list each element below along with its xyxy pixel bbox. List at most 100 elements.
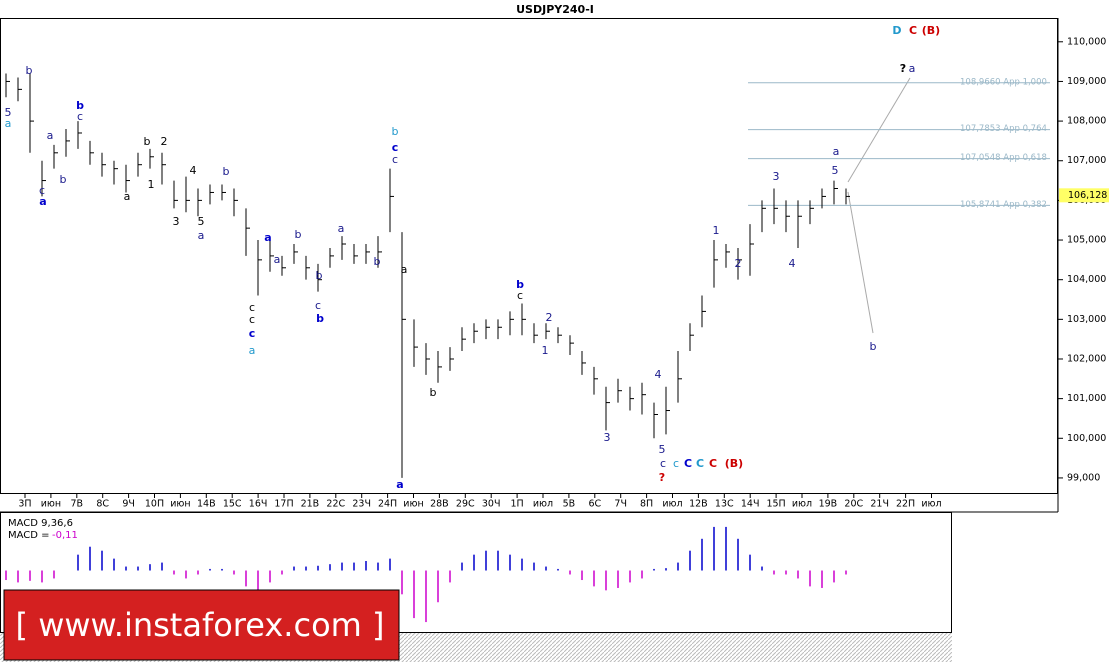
wave-label: b	[26, 64, 33, 77]
wave-label: a	[249, 344, 256, 357]
x-tick-label: 14Ч	[741, 499, 760, 510]
x-tick-label: 14В	[197, 499, 216, 510]
x-tick-label: июл	[792, 499, 812, 510]
projection-arrow	[847, 191, 874, 334]
wave-label: c	[673, 457, 679, 470]
y-tick-label: 103,000	[1067, 314, 1106, 325]
wave-label: c	[77, 110, 83, 123]
wave-label: b	[516, 278, 524, 291]
wave-label: a	[909, 62, 916, 75]
wave-label: (B)	[725, 457, 743, 470]
wave-label: a	[274, 253, 281, 266]
y-tick-label: 104,000	[1067, 274, 1106, 285]
x-tick-label: 7Ч	[614, 499, 627, 510]
wave-label: a	[39, 195, 46, 208]
wave-label: 5	[5, 106, 12, 119]
x-tick-label: 1П	[510, 499, 523, 510]
wave-label: C	[709, 457, 717, 470]
indicator-value: -0,11	[52, 530, 78, 541]
x-tick-label: 21Ч	[870, 499, 889, 510]
wave-label: a	[198, 229, 205, 242]
x-tick-label: 22П	[896, 499, 915, 510]
x-tick-label: 12В	[689, 499, 708, 510]
wave-label: 2	[546, 311, 553, 324]
wave-label: c	[392, 141, 399, 154]
x-tick-label: 20С	[844, 499, 863, 510]
fib-label: 108,9660 App 1,000	[960, 77, 1047, 87]
wave-label: a	[47, 129, 54, 142]
x-tick-label: июл	[921, 499, 941, 510]
x-tick-label: 13С	[715, 499, 734, 510]
wave-label: 4	[655, 368, 662, 381]
wave-label: ?	[659, 471, 665, 484]
indicator-label: MACD 9,36,6	[8, 518, 73, 529]
x-tick-label: 17П	[274, 499, 293, 510]
wave-label: b	[295, 228, 302, 241]
x-tick-label: 16Ч	[249, 499, 268, 510]
y-tick-label: 100,000	[1067, 433, 1106, 444]
x-tick-label: июл	[662, 499, 682, 510]
wave-label: 3	[604, 431, 611, 444]
y-tick-label: 99,000	[1067, 472, 1100, 483]
x-tick-label: 19В	[819, 499, 838, 510]
x-tick-label: 8П	[640, 499, 653, 510]
wave-label: c	[249, 301, 255, 314]
y-tick-label: 102,000	[1067, 353, 1106, 364]
x-tick-label: 3П	[18, 499, 31, 510]
x-tick-label: 29С	[456, 499, 475, 510]
x-tick-label: июл	[533, 499, 553, 510]
wave-label: a	[5, 117, 12, 130]
x-tick-label: июн	[41, 499, 61, 510]
wave-label: 5	[198, 215, 205, 228]
wave-label: 5	[832, 164, 839, 177]
wave-label: b	[223, 165, 230, 178]
wave-label: 2	[735, 257, 742, 270]
wave-label: b	[374, 255, 381, 268]
wave-label: 2	[161, 135, 168, 148]
wave-label: 4	[190, 164, 197, 177]
wave-label: C	[909, 24, 917, 37]
watermark-box	[3, 589, 400, 661]
wave-label: 1	[713, 224, 720, 237]
y-tick-label: 105,000	[1067, 235, 1106, 246]
watermark-text: [ www.instaforex.com ]	[16, 606, 385, 644]
x-tick-label: 8С	[96, 499, 109, 510]
wave-label: a	[338, 222, 345, 235]
wave-label: 3	[173, 215, 180, 228]
wave-label: a	[401, 263, 408, 276]
fib-label: 105,8741 App 0,382	[960, 200, 1047, 210]
y-tick-label: 107,000	[1067, 155, 1106, 166]
current-price-box	[1059, 188, 1109, 203]
x-tick-label: 9Ч	[122, 499, 135, 510]
wave-label: (B)	[922, 24, 940, 37]
fib-label: 107,7853 App 0,764	[960, 124, 1047, 134]
wave-label: b	[430, 386, 437, 399]
wave-label: c	[315, 299, 321, 312]
wave-label: 1	[148, 178, 155, 191]
wave-label: b	[316, 269, 323, 282]
x-tick-label: 5В	[563, 499, 576, 510]
x-tick-label: 28В	[430, 499, 449, 510]
x-tick-label: 30Ч	[482, 499, 501, 510]
y-tick-label: 109,000	[1067, 76, 1106, 87]
wave-label: a	[124, 190, 131, 203]
x-tick-label: 22С	[326, 499, 345, 510]
x-tick-label: 15П	[766, 499, 785, 510]
wave-label: c	[660, 457, 666, 470]
wave-label: b	[392, 125, 399, 138]
wave-label: a	[396, 478, 403, 491]
wave-label: D	[892, 24, 901, 37]
x-tick-label: 21В	[301, 499, 320, 510]
y-tick-label: 110,000	[1067, 36, 1106, 47]
wave-label: 1	[542, 344, 549, 357]
wave-label: c	[392, 153, 398, 166]
wave-label: 3	[773, 170, 780, 183]
y-tick-label: 101,000	[1067, 393, 1106, 404]
x-tick-label: июн	[170, 499, 190, 510]
x-tick-label: 15С	[223, 499, 242, 510]
x-tick-label: 24П	[378, 499, 397, 510]
wave-label: c	[39, 184, 45, 197]
wave-label: b	[76, 99, 84, 112]
